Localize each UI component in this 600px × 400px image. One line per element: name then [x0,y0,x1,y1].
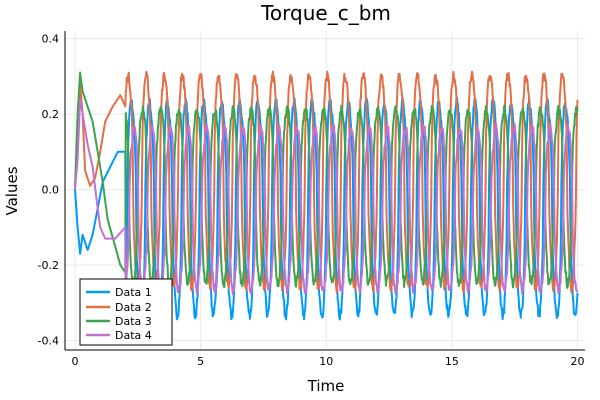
x-tick-label: 5 [197,355,204,368]
y-tick-label: 0.0 [42,184,60,197]
y-tick-label: -0.2 [38,259,59,272]
y-tick-label: -0.4 [38,335,59,348]
series-lines [74,70,579,321]
x-tick-label: 20 [570,355,584,368]
legend-label-data-1: Data 1 [115,286,152,299]
chart-title: Torque_c_bm [260,1,391,25]
x-tick-label: 0 [72,355,79,368]
y-tick-labels: -0.4 -0.2 0.0 0.2 0.4 [38,33,59,348]
series-line-data-3 [74,71,579,289]
legend-label-data-4: Data 4 [115,329,152,342]
y-tick-label: 0.2 [42,108,60,121]
y-axis-title: Values [3,166,21,215]
x-axis-title: Time [307,377,345,395]
series-line-data-2 [74,70,579,294]
x-tick-labels: 0 5 10 15 20 [72,355,585,368]
legend: Data 1 Data 2 Data 3 Data 4 [79,278,173,346]
legend-label-data-3: Data 3 [115,315,152,328]
axes [64,31,585,351]
series-line-data-4 [74,98,579,296]
y-tick-label: 0.4 [42,33,60,46]
x-tick-label: 10 [319,355,333,368]
x-tick-label: 15 [445,355,459,368]
legend-label-data-2: Data 2 [115,301,152,314]
